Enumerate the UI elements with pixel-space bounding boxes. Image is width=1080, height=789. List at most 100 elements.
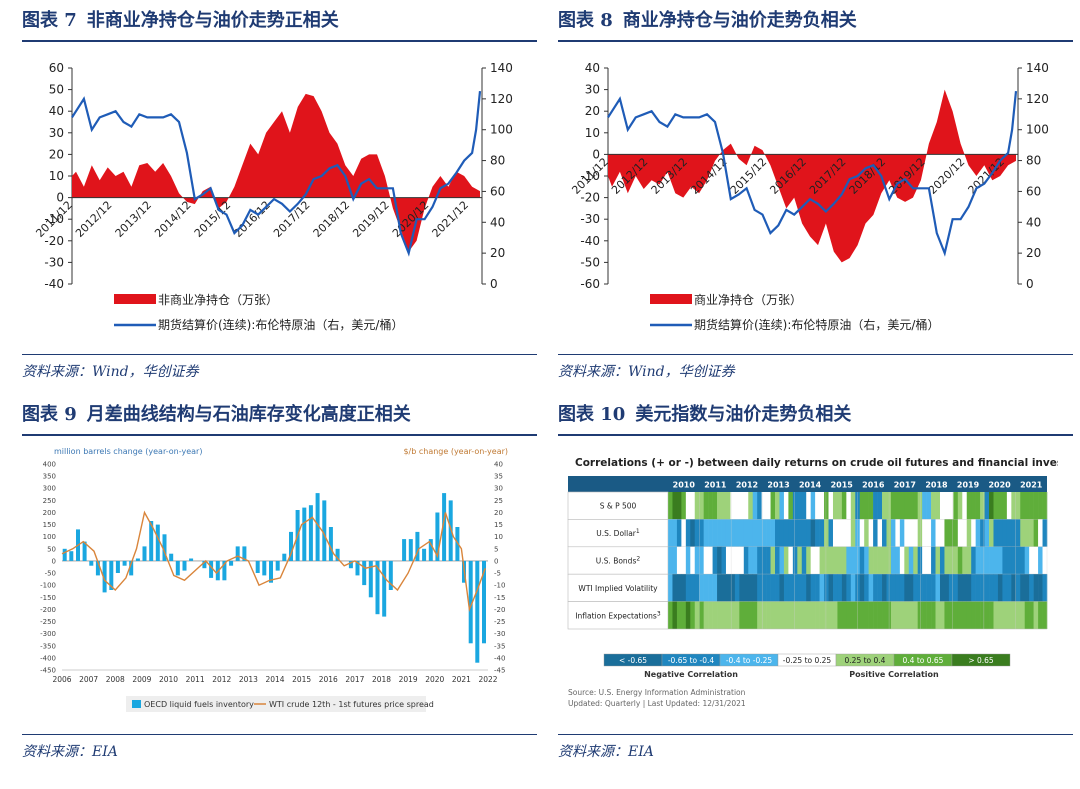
chart-10-heat-cell: [935, 601, 941, 629]
chart-10-heat-cell: [882, 546, 887, 575]
chart-10-heat-cell: [694, 601, 700, 629]
chart-10-heat-cell: [873, 601, 878, 629]
chart-10-heat-cell: [694, 492, 700, 520]
chart-10-heat-cell: [953, 601, 959, 629]
figure-10-heading: 美元指数与油价走势负相关: [635, 404, 852, 425]
chart-10-heat-cell: [957, 492, 963, 520]
chart-10-heat-cell: [895, 492, 901, 520]
chart-10-heat-cell: [1020, 546, 1026, 575]
figure-8-number: 图表 8: [558, 10, 613, 31]
chart-10-heat-cell: [962, 492, 968, 520]
chart-10-year-label: 2020: [988, 481, 1011, 490]
chart-10-heat-cell: [1002, 546, 1008, 575]
chart-10-heat-cell: [904, 492, 910, 520]
chart-10-heat-cell: [926, 546, 932, 575]
chart-9-left-axis-label: million barrels change (year-on-year): [54, 447, 202, 456]
chart-9-bar: [482, 560, 486, 644]
chart-10-heat-cell: [993, 546, 999, 575]
chart-10-source-line-2: Updated: Quarterly | Last Updated: 12/31…: [568, 699, 746, 708]
chart-10-heat-cell: [868, 574, 874, 602]
chart-9-bar: [415, 531, 420, 561]
chart-10-heat-cell: [1024, 601, 1030, 629]
chart-10-heat-cell: [917, 601, 923, 629]
chart-9-bar: [408, 539, 413, 561]
chart-10-heat-cell: [984, 492, 990, 520]
chart-9-bar: [189, 558, 194, 561]
chart-10-heat-cell: [868, 492, 874, 520]
chart-10-heat-cell: [828, 546, 834, 575]
chart-10-heat-cell: [877, 519, 883, 547]
chart-10-heat-cell: [721, 574, 727, 602]
chart-10-heat-cell: [685, 492, 691, 520]
chart-10-heat-cell: [841, 519, 847, 547]
chart-10-heat-cell: [1006, 574, 1012, 602]
chart-10-heat-cell: [859, 601, 865, 629]
chart-9-right-axis-label: $/b change (year-on-year): [403, 447, 508, 456]
chart-10-heat-cell: [739, 546, 745, 575]
chart-7-right-tick-label: 140: [490, 61, 513, 75]
chart-10-heat-cell: [890, 601, 896, 629]
chart-10-heat-cell: [1002, 519, 1008, 547]
chart-7-x-tick-label: 2015/12: [192, 199, 234, 241]
chart-10-heat-cell: [761, 492, 767, 520]
chart-9-x-tick-label: 2017: [345, 675, 364, 684]
chart-10-heat-cell: [721, 519, 727, 547]
figure-9-source: 资料来源：EIA: [22, 734, 537, 761]
chart-10-heat-cell: [873, 574, 878, 602]
chart-10-heat-cell: [1011, 574, 1017, 602]
chart-10-heat-cell: [712, 519, 718, 547]
chart-9-bar: [468, 560, 473, 644]
chart-10-heat-cell: [966, 601, 972, 629]
chart-10-heat-cell: [699, 519, 704, 547]
chart-10-heat-cell: [962, 546, 968, 575]
chart-10-heat-cell: [699, 601, 704, 629]
chart-7-right-tick-label: 20: [490, 246, 505, 260]
chart-10-heat-cell: [743, 574, 749, 602]
chart-10-heat-cell: [980, 519, 985, 547]
chart-10-year-label: 2017: [894, 481, 916, 490]
chart-10-heat-cell: [922, 574, 927, 602]
figure-8-heading: 商业净持仓与油价走势负相关: [622, 10, 857, 31]
chart-7-x-tick-label: 2021/12: [430, 199, 472, 241]
chart-10-heat-cell: [725, 519, 731, 547]
chart-7-left-tick-label: 40: [49, 104, 64, 118]
chart-7-right-tick-label: 60: [490, 184, 505, 198]
chart-9-legend-line-label: WTI crude 12th - 1st futures price sprea…: [269, 700, 434, 709]
chart-9-bar: [302, 507, 307, 561]
chart-10-heat-cell: [877, 574, 883, 602]
chart-10-heat-cell: [694, 519, 700, 547]
chart-10-heat-cell: [846, 601, 852, 629]
chart-10-heat-cell: [855, 546, 861, 575]
chart-10-heat-cell: [828, 492, 834, 520]
chart-9-x-tick-label: 2012: [212, 675, 231, 684]
chart-10-heat-cell: [757, 492, 762, 520]
chart-10-heat-cell: [899, 546, 905, 575]
chart-10-heat-cell: [1024, 519, 1030, 547]
chart-10-heat-cell: [989, 519, 994, 547]
chart-10-heat-cell: [1006, 492, 1012, 520]
figure-8-source: 资料来源：Wind，华创证券: [558, 354, 1073, 381]
chart-9-x-tick-label: 2007: [79, 675, 98, 684]
chart-10-heat-cell: [1029, 519, 1034, 547]
chart-9-bar: [149, 521, 154, 561]
chart-10-heat-cell: [734, 546, 740, 575]
chart-7-x-tick-label: 2012/12: [73, 199, 115, 241]
chart-10-heat-cell: [997, 492, 1003, 520]
chart-10-heat-cell: [944, 492, 950, 520]
chart-10-heat-cell: [792, 546, 798, 575]
chart-10-heat-cell: [975, 546, 981, 575]
chart-10-heat-cell: [895, 519, 901, 547]
chart-10-heat-cell: [984, 601, 990, 629]
chart-10-heat-cell: [864, 519, 869, 547]
chart-10-heat-cell: [752, 574, 758, 602]
chart-9-x-tick-label: 2008: [106, 675, 125, 684]
chart-10-heat-cell: [832, 546, 838, 575]
chart-10-heat-cell: [922, 492, 927, 520]
chart-10-heat-cell: [721, 492, 727, 520]
chart-10-heat-cell: [886, 519, 892, 547]
chart-10-heat-cell: [748, 601, 754, 629]
chart-10-heat-cell: [837, 546, 843, 575]
chart-10-heat-cell: [841, 574, 847, 602]
chart-10-heat-cell: [948, 519, 954, 547]
chart-7-left-tick-label: 0: [56, 191, 64, 205]
